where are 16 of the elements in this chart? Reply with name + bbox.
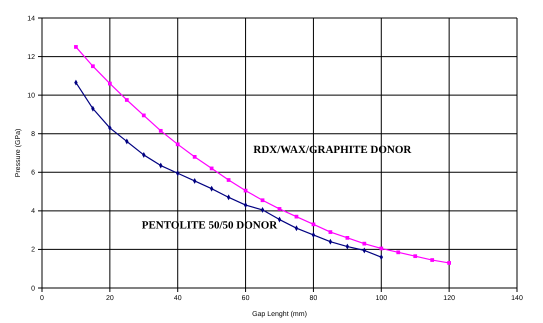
point [74,45,78,49]
point [108,82,112,86]
point [226,178,230,182]
point [379,246,384,250]
point [124,98,129,102]
point [210,166,214,170]
point [328,230,332,234]
point [244,188,248,192]
point [430,258,434,262]
point [278,207,282,211]
point [447,261,452,265]
point [91,64,95,68]
point [312,222,316,226]
point [142,114,146,118]
point [294,214,298,219]
point [260,198,264,202]
